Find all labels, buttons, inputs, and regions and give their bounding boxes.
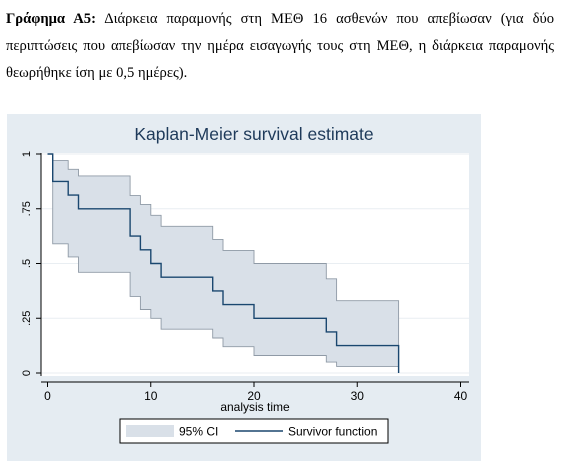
legend: 95% CI Survivor function: [119, 418, 389, 444]
x-tick-label: 10: [144, 389, 158, 403]
y-tick-label: 1: [21, 151, 33, 157]
chart-title: Kaplan-Meier survival estimate: [134, 124, 373, 144]
x-tick-label: 40: [454, 389, 468, 403]
legend-ci-swatch: [126, 425, 174, 437]
y-tick-label: 0: [21, 370, 33, 376]
survivor-layer: [47, 153, 400, 373]
caption-text: Διάρκεια παραμονής στη ΜΕΘ 16 ασθενών πο…: [6, 11, 554, 81]
y-tick-label: .5: [21, 259, 33, 268]
x-axis-label: analysis time: [220, 400, 290, 414]
x-tick-label: 20: [247, 389, 261, 403]
survivor-function-line: [47, 153, 400, 373]
x-tick-label: 30: [351, 389, 365, 403]
x-tick-label: 0: [44, 389, 51, 403]
figure-caption: Γράφημα Α5: Διάρκεια παραμονής στη ΜΕΘ 1…: [6, 6, 554, 87]
legend-ci-label: 95% CI: [179, 425, 218, 439]
km-chart: Kaplan-Meier survival estimate 0 .25 .5 .75…: [7, 114, 481, 461]
y-tick-label: .25: [21, 311, 33, 326]
legend-survivor-label: Survivor function: [288, 425, 377, 439]
y-tick-label: .75: [21, 201, 33, 216]
km-chart-svg: Kaplan-Meier survival estimate 0 .25 .5 .75…: [7, 114, 481, 461]
caption-label: Γράφημα Α5:: [6, 11, 96, 27]
